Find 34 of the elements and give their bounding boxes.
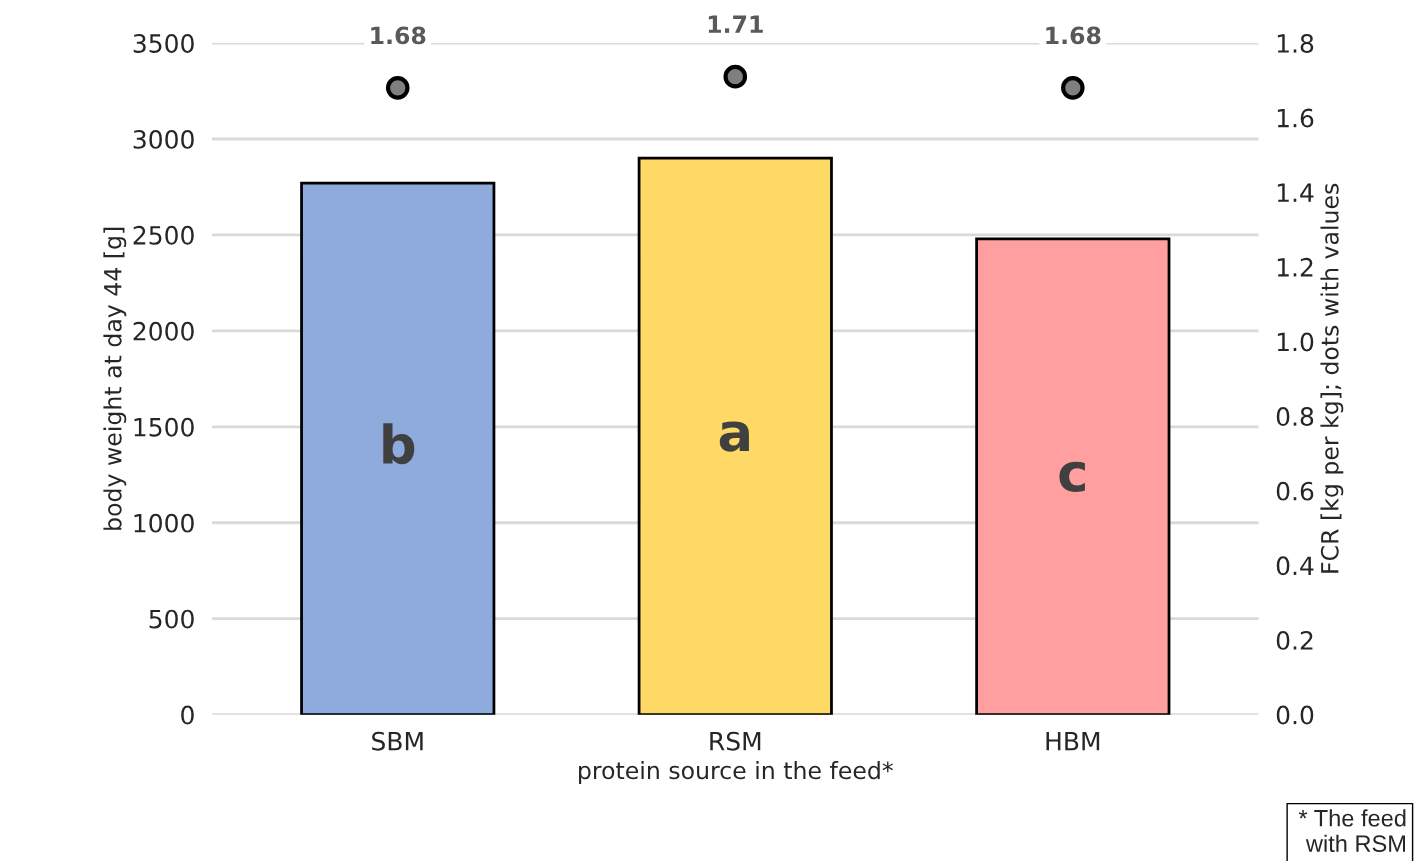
annotation: b: [383, 423, 415, 465]
x-tick-label: HBM: [1046, 732, 1100, 751]
bar: [300, 181, 496, 715]
bar: [637, 156, 833, 715]
y2-tick-label: 0.2: [1276, 630, 1313, 650]
y-tick-label: 0: [181, 705, 194, 725]
bar: [975, 237, 1171, 715]
y2-tick-label: 1.6: [1277, 108, 1314, 128]
y-tick-label: 3000: [133, 129, 194, 149]
y-axis-title: body weight at day 44 [g]: [103, 227, 127, 530]
y2-tick-label: 1.2: [1277, 257, 1313, 277]
y2-tick-label: 0.0: [1276, 705, 1314, 725]
x-tick-label: SBM: [372, 731, 423, 751]
y-tick-label: 2500: [133, 225, 194, 245]
y2-axis-title: FCR [kg per kg]; dots with values: [1320, 183, 1344, 573]
y2-tick-label: 0.6: [1276, 481, 1314, 501]
y-tick-label: 2000: [133, 321, 194, 341]
y-tick-label: 1500: [134, 417, 194, 437]
x-axis-title: protein source in the feed*: [579, 761, 893, 784]
y2-tick-label: 0.8: [1276, 407, 1314, 426]
annotation: a: [719, 421, 749, 452]
y2-tick-label: 1.0: [1277, 332, 1314, 352]
y-tick-label: 500: [149, 609, 194, 629]
data-label: 1.71: [708, 15, 763, 33]
y2-tick-label: 1.4: [1277, 183, 1314, 202]
y-tick-label: 1000: [134, 513, 194, 533]
y-tick-label: 3500: [133, 33, 194, 53]
text: * The feed with RSM: [1298, 809, 1406, 853]
x-tick-label: RSM: [710, 731, 761, 751]
data-label: 1.68: [1046, 26, 1101, 45]
y2-tick-label: 1.8: [1277, 33, 1314, 53]
y2-tick-label: 0.4: [1276, 556, 1314, 576]
annotation: c: [1059, 461, 1085, 493]
data-label: 1.68: [371, 26, 426, 45]
